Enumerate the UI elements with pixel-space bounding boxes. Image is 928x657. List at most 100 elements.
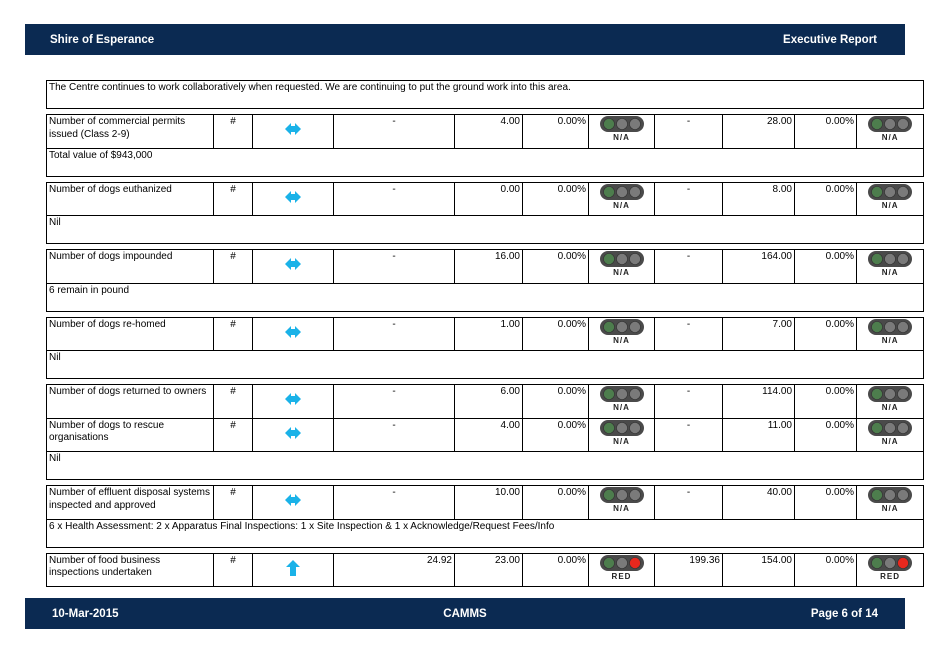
period-actual: 16.00 xyxy=(454,249,523,284)
kpi-row: Number of dogs to rescue organisations # -… xyxy=(46,417,925,452)
period-actual: 0.00 xyxy=(454,181,523,216)
trend-cell xyxy=(252,417,334,452)
period-status-cell: N/A xyxy=(588,384,655,419)
status-label: N/A xyxy=(881,335,899,345)
kpi-comment: Nil xyxy=(45,451,925,480)
ytd-status-cell: N/A xyxy=(855,417,925,452)
status-label: N/A xyxy=(881,436,899,446)
kpi-comment: Total value of $943,000 xyxy=(45,147,925,177)
ytd-actual: 164.00 xyxy=(722,249,795,284)
traffic-light-icon: N/A xyxy=(867,486,913,514)
traffic-light-icon: N/A xyxy=(599,419,645,447)
status-label: N/A xyxy=(881,200,899,210)
kpi-comment: 6 remain in pound xyxy=(45,282,925,312)
period-target: - xyxy=(333,417,455,452)
ytd-target: - xyxy=(654,114,723,149)
kpi-name: Number of commercial permits issued (Cla… xyxy=(46,114,214,149)
traffic-light-icon: N/A xyxy=(599,385,645,413)
kpi-comment: Nil xyxy=(45,350,925,379)
traffic-light-icon: N/A xyxy=(867,385,913,413)
ytd-actual: 7.00 xyxy=(722,316,795,351)
header-report-title: Executive Report xyxy=(783,33,877,46)
kpi-unit: # xyxy=(213,485,253,520)
ytd-status-cell: N/A xyxy=(855,316,925,351)
comment-row: 6 remain in pound xyxy=(45,282,925,312)
period-status-cell: N/A xyxy=(588,249,655,284)
kpi-unit: # xyxy=(213,114,253,149)
ytd-status-cell: RED xyxy=(855,552,925,587)
left-right-arrow-icon xyxy=(285,494,301,509)
status-label: RED xyxy=(611,571,632,581)
period-status-cell: N/A xyxy=(588,417,655,452)
ytd-status-cell: N/A xyxy=(855,249,925,284)
kpi-name: Number of dogs returned to owners xyxy=(46,384,214,419)
ytd-target: - xyxy=(654,384,723,419)
ytd-percent: 0.00% xyxy=(794,552,857,587)
kpi-name: Number of dogs euthanized xyxy=(46,181,214,216)
period-percent: 0.00% xyxy=(522,316,589,351)
ytd-percent: 0.00% xyxy=(794,417,857,452)
left-right-arrow-icon xyxy=(285,190,301,206)
comment-row: Nil xyxy=(45,451,925,480)
trend-cell xyxy=(252,181,334,216)
trend-cell xyxy=(252,249,334,284)
status-label: N/A xyxy=(613,268,630,277)
period-target: - xyxy=(333,181,455,216)
ytd-actual: 11.00 xyxy=(722,417,795,452)
period-percent: 0.00% xyxy=(522,485,589,520)
period-percent: 0.00% xyxy=(522,114,589,149)
kpi-unit: # xyxy=(213,316,253,351)
footer-date: 10-Mar-2015 xyxy=(52,607,119,620)
traffic-light-icon: RED xyxy=(867,554,913,582)
kpi-unit: # xyxy=(213,181,253,216)
intro-note-row: The Centre continues to work collaborati… xyxy=(45,80,925,109)
ytd-status-cell: N/A xyxy=(855,485,925,520)
trend-cell xyxy=(252,114,334,149)
ytd-percent: 0.00% xyxy=(794,485,857,520)
period-target: - xyxy=(333,485,455,520)
period-percent: 0.00% xyxy=(522,181,589,216)
kpi-unit: # xyxy=(213,249,253,284)
kpi-comment: 6 x Health Assessment: 2 x Apparatus Fin… xyxy=(45,518,925,548)
traffic-light-icon: RED xyxy=(599,554,645,582)
kpi-row: Number of effluent disposal systems insp… xyxy=(46,485,925,520)
ytd-percent: 0.00% xyxy=(794,181,857,216)
ytd-status-cell: N/A xyxy=(855,114,925,149)
status-label: N/A xyxy=(613,200,630,210)
left-right-arrow-icon xyxy=(285,393,301,408)
kpi-table: The Centre continues to work collaborati… xyxy=(45,80,925,587)
kpi-unit: # xyxy=(213,552,253,587)
ytd-target: - xyxy=(654,417,723,452)
kpi-name: Number of dogs re-homed xyxy=(46,316,214,351)
trend-cell xyxy=(252,316,334,351)
ytd-actual: 28.00 xyxy=(722,114,795,149)
status-label: N/A xyxy=(881,133,899,142)
period-target: 24.92 xyxy=(333,552,455,587)
comment-row: Total value of $943,000 xyxy=(45,147,925,177)
left-right-arrow-icon xyxy=(285,258,301,273)
period-status-cell: RED xyxy=(588,552,655,587)
comment-row: 6 x Health Assessment: 2 x Apparatus Fin… xyxy=(45,518,925,548)
report-header: Shire of Esperance Executive Report xyxy=(25,24,905,55)
status-label: N/A xyxy=(881,403,899,412)
ytd-target: - xyxy=(654,249,723,284)
traffic-light-icon: N/A xyxy=(867,250,913,278)
period-target: - xyxy=(333,316,455,351)
header-organisation: Shire of Esperance xyxy=(50,33,155,46)
kpi-row: Number of dogs returned to owners # -6.00 0… xyxy=(46,384,925,419)
report-footer: 10-Mar-2015 CAMMS Page 6 of 14 xyxy=(25,598,905,629)
traffic-light-icon: N/A xyxy=(599,183,645,211)
traffic-light-icon: N/A xyxy=(867,318,913,346)
traffic-light-icon: N/A xyxy=(867,115,913,143)
period-target: - xyxy=(333,114,455,149)
up-arrow-icon xyxy=(286,559,300,579)
period-status-cell: N/A xyxy=(588,316,655,351)
left-right-arrow-icon xyxy=(285,123,301,138)
period-actual: 4.00 xyxy=(454,417,523,452)
status-label: RED xyxy=(880,571,901,581)
kpi-row: Number of dogs re-homed # -1.00 0.00% N/A -7.… xyxy=(46,316,925,351)
traffic-light-icon: N/A xyxy=(599,115,645,143)
ytd-percent: 0.00% xyxy=(794,114,857,149)
period-actual: 6.00 xyxy=(454,384,523,419)
kpi-row: Number of food business inspections unde… xyxy=(46,552,925,587)
